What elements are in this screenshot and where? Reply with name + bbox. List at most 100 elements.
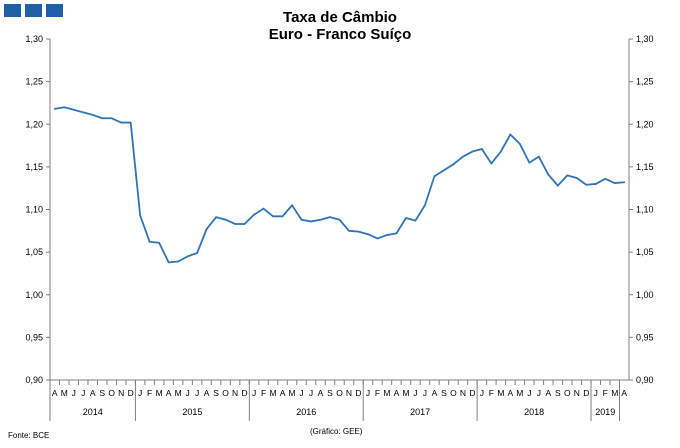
y-tick-label-left: 1,30 — [25, 34, 43, 44]
month-label: O — [222, 388, 229, 398]
month-label: J — [413, 388, 417, 398]
data-point — [205, 228, 208, 231]
data-point — [72, 108, 75, 111]
month-label: D — [242, 388, 248, 398]
month-label: F — [375, 388, 380, 398]
month-label: J — [195, 388, 199, 398]
data-point — [291, 204, 293, 207]
data-point — [613, 182, 616, 184]
month-label: N — [346, 388, 352, 398]
month-label: M — [497, 388, 504, 398]
month-label: J — [366, 388, 370, 398]
data-point — [82, 111, 85, 114]
y-tick-label-left: 0,90 — [25, 375, 43, 385]
month-label: A — [318, 388, 324, 398]
data-point — [329, 216, 331, 219]
data-point — [518, 142, 521, 145]
month-label: M — [270, 388, 277, 398]
month-label: S — [213, 388, 219, 398]
data-point — [53, 108, 56, 110]
data-point — [338, 218, 341, 221]
month-label: D — [128, 388, 134, 398]
month-label: D — [355, 388, 361, 398]
source-note: Fonte: BCE — [8, 431, 50, 440]
data-point — [167, 261, 170, 264]
y-tick-label-right: 0,95 — [636, 332, 654, 342]
y-axis-left: 0,90 0,95 1,00 1,05 1,10 1,15 1,20 1,25 1,30 — [25, 34, 50, 385]
month-label: M — [156, 388, 163, 398]
data-point — [357, 230, 360, 233]
year-label: 2018 — [524, 407, 544, 417]
month-label: O — [336, 388, 343, 398]
month-label: M — [288, 388, 295, 398]
data-point — [547, 173, 550, 176]
month-label: O — [564, 388, 571, 398]
month-label: N — [232, 388, 238, 398]
y-tick-label-right: 1,05 — [636, 247, 654, 257]
month-label: M — [175, 388, 182, 398]
data-point — [471, 150, 474, 153]
y-tick-label-left: 1,15 — [25, 162, 43, 172]
data-point — [224, 218, 227, 221]
month-label: D — [583, 388, 589, 398]
data-point — [452, 163, 455, 166]
series-group — [53, 106, 626, 264]
month-label: O — [450, 388, 457, 398]
month-label: J — [81, 388, 85, 398]
data-point — [623, 181, 626, 184]
month-label: S — [441, 388, 447, 398]
chart-title-line-1: Taxa de Câmbio — [283, 9, 397, 26]
data-point — [63, 106, 66, 109]
month-label: M — [516, 388, 523, 398]
month-label: A — [508, 388, 514, 398]
month-label: S — [99, 388, 105, 398]
data-point — [196, 252, 199, 254]
logo-square — [46, 4, 63, 17]
data-point — [281, 215, 284, 218]
year-label: 2016 — [296, 407, 316, 417]
data-point — [177, 260, 180, 263]
y-tick-label-left: 1,05 — [25, 247, 43, 257]
month-label: J — [72, 388, 76, 398]
data-point — [300, 218, 303, 221]
month-label: A — [204, 388, 210, 398]
month-label: A — [90, 388, 96, 398]
chart-title: Taxa de Câmbio Euro - Franco Suíço — [0, 9, 680, 43]
month-label: J — [252, 388, 256, 398]
data-point — [594, 183, 597, 185]
data-point — [566, 174, 569, 177]
month-label: J — [299, 388, 303, 398]
month-label: A — [52, 388, 58, 398]
y-tick-label-left: 1,20 — [25, 119, 43, 129]
series-line — [54, 106, 625, 264]
data-point — [556, 184, 559, 187]
data-point — [443, 169, 445, 172]
chart-title-line-2: Euro - Franco Suíço — [268, 26, 412, 43]
data-point — [604, 177, 607, 180]
data-point — [585, 183, 588, 186]
month-label: N — [574, 388, 580, 398]
y-tick-label-left: 1,00 — [25, 290, 43, 300]
data-point — [253, 213, 255, 216]
month-label: M — [611, 388, 618, 398]
month-label: J — [186, 388, 190, 398]
year-label: 2014 — [83, 407, 103, 417]
data-point — [101, 117, 104, 120]
month-label: J — [537, 388, 541, 398]
data-point — [424, 204, 426, 207]
data-point — [243, 223, 246, 225]
y-tick-label-left: 1,25 — [25, 77, 43, 87]
y-axis-right: 0,90 0,95 1,00 1,05 1,10 1,15 1,20 1,25 1,30 — [629, 34, 654, 385]
y-tick-label-left: 1,10 — [25, 205, 43, 215]
month-label: A — [621, 388, 627, 398]
data-point — [405, 217, 407, 219]
month-label: A — [166, 388, 172, 398]
gee-logo — [4, 4, 63, 17]
month-label: O — [108, 388, 115, 398]
data-point — [120, 121, 123, 124]
data-point — [414, 219, 417, 222]
y-tick-label-right: 1,30 — [636, 34, 654, 44]
data-point — [129, 121, 132, 124]
